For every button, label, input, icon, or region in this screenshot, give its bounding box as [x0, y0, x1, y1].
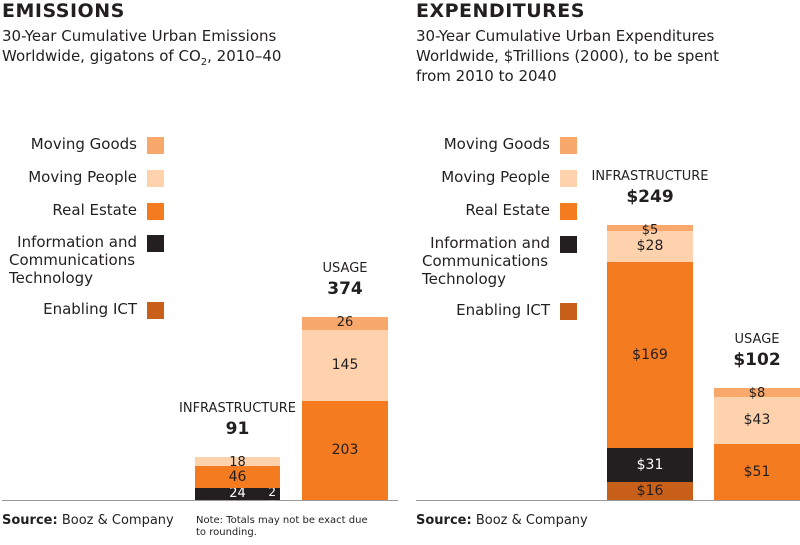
bar-value-label: $51: [743, 463, 771, 480]
legend-swatch-ict: [147, 235, 164, 252]
expenditures-subtitle-line1: 30-Year Cumulative Urban Expenditures: [416, 27, 715, 45]
bar-value-label-enabling-ict: 2 ▾: [268, 485, 276, 509]
legend-item-ict: Information and Communications Technology: [0, 234, 550, 288]
bar-category-label: USAGE: [322, 261, 368, 276]
bar-category-label: USAGE: [734, 332, 780, 347]
bar-segment-moving-people-infrastructure: 18: [195, 455, 280, 470]
bar-value-label: 145: [331, 357, 359, 373]
legend-swatch-ict: [560, 236, 577, 253]
emissions-subtitle-line1: 30-Year Cumulative Urban Emissions: [2, 27, 277, 45]
bar-segment-ict-infrastructure: $31: [607, 448, 693, 482]
bar-value-label: $16: [636, 482, 664, 499]
bar-category-label: INFRASTRUCTURE: [179, 401, 296, 416]
bar-segment-real-estate-infrastructure: 46: [195, 466, 280, 488]
bar-value-label: $5: [641, 223, 659, 238]
bar-value-label: $8: [748, 386, 766, 401]
legend-item-enabling-ict: Enabling ICT: [0, 300, 137, 318]
bar-total-label: $102: [733, 350, 781, 370]
legend-label: Enabling ICT: [43, 300, 137, 318]
emissions-title: EMISSIONS: [2, 0, 125, 22]
bar-segment-real-estate-usage: 203: [302, 401, 388, 500]
legend-label: Information and Communications Technology: [9, 233, 137, 287]
legend-label: Moving People: [28, 168, 137, 186]
bar-value-label: 203: [331, 442, 359, 458]
legend-swatch-moving-people: [560, 170, 577, 187]
legend-label: Moving Goods: [30, 135, 137, 153]
bar-segment-moving-goods-infrastructure: $5: [607, 223, 693, 238]
legend-item-moving-goods: Moving Goods: [0, 135, 137, 153]
expenditures-subtitle-line2: Worldwide, $Trillions (2000), to be spen…: [416, 47, 720, 65]
bar-value-label: $28: [636, 238, 664, 254]
bar-value-label: 46: [228, 468, 247, 485]
legend-swatch-moving-goods: [147, 137, 164, 154]
legend-swatch-enabling-ict: [560, 303, 577, 320]
legend-item-moving-people: Moving People: [0, 168, 137, 186]
expenditures-title: EXPENDITURES: [416, 0, 585, 22]
legend-item-enabling-ict: Enabling ICT: [0, 301, 550, 319]
bar-value-label: 26: [336, 315, 354, 330]
legend-item-real-estate: Real Estate: [0, 201, 550, 219]
legend-label: Real Estate: [52, 201, 137, 219]
bar-value-label: 18: [229, 455, 246, 470]
bar-segment-moving-people-usage: 145: [302, 330, 388, 401]
bar-segment-moving-goods-usage: $8: [714, 386, 800, 401]
legend-swatch-real-estate: [147, 203, 164, 220]
emissions-note: Note: Totals may not be exact due to rou…: [196, 515, 368, 538]
chart-baseline: [416, 500, 800, 501]
legend-item-real-estate: Real Estate: [0, 201, 137, 219]
bar-segment-moving-people-infrastructure: $28: [607, 231, 693, 262]
legend-swatch-enabling-ict: [147, 302, 164, 319]
bar-value-label: $31: [636, 456, 664, 473]
legend-label: Information and Communications Technology: [422, 234, 550, 288]
expenditures-subtitle: 30-Year Cumulative Urban Expenditures Wo…: [416, 26, 719, 86]
legend-swatch-moving-people: [147, 170, 164, 187]
bar-category-label: INFRASTRUCTURE: [591, 169, 709, 184]
legend-item-moving-goods: Moving Goods: [0, 135, 550, 153]
legend-swatch-moving-goods: [560, 137, 577, 154]
legend-label: Moving Goods: [443, 135, 550, 153]
bar-total-label: 91: [225, 419, 250, 439]
legend-item-moving-people: Moving People: [0, 168, 550, 186]
bar-segment-moving-people-usage: $43: [714, 397, 800, 444]
bar-segment-ict-infrastructure: 24 2 ▾: [195, 486, 280, 509]
bar-segment-real-estate-infrastructure: $169: [607, 262, 693, 448]
bar-segment-moving-goods-usage: 26: [302, 315, 388, 330]
expenditures-source: Source: Booz & Company: [416, 513, 588, 528]
legend-label: Enabling ICT: [456, 301, 550, 319]
legend-item-ict: Information and Communications Technology: [0, 233, 137, 287]
legend-label: Real Estate: [465, 201, 550, 219]
legend-label: Moving People: [441, 168, 550, 186]
bar-value-label: $169: [632, 346, 668, 363]
expenditures-subtitle-line3: from 2010 to 2040: [416, 67, 557, 85]
bar-value-label: $43: [743, 412, 771, 428]
chart-baseline: [2, 500, 398, 501]
emissions-subtitle: 30-Year Cumulative Urban Emissions World…: [2, 26, 281, 73]
bar-total-label: 374: [327, 279, 363, 299]
bar-segment-real-estate-usage: $51: [714, 444, 800, 500]
emissions-source: Source: Booz & Company: [2, 513, 174, 528]
emissions-subtitle-line2: Worldwide, gigatons of CO2, 2010–40: [2, 47, 282, 68]
bar-value-label: 24: [229, 486, 246, 501]
bar-total-label: $249: [626, 187, 674, 207]
bar-segment-enabling-ict-infrastructure: $16: [607, 482, 693, 500]
legend-swatch-real-estate: [560, 203, 577, 220]
